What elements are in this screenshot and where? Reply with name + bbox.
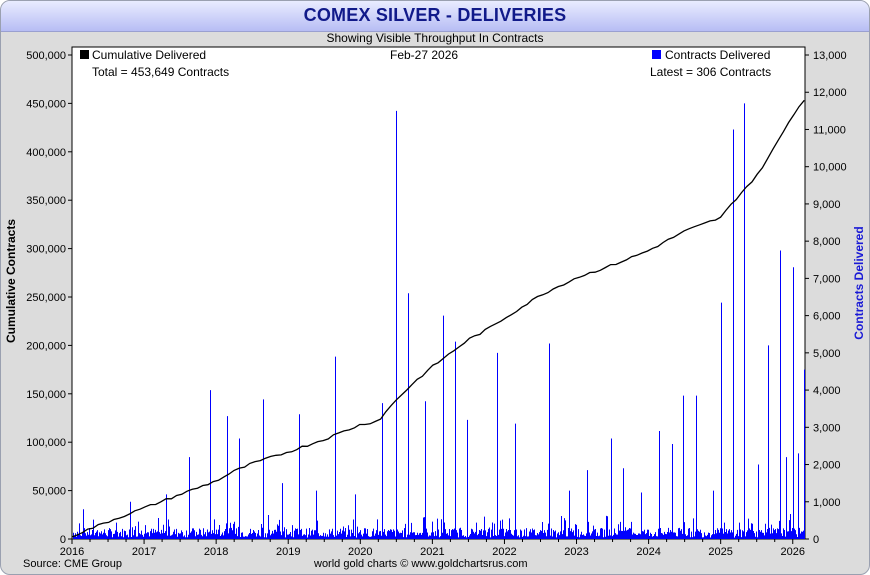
legend-label-cumulative: Cumulative Delivered bbox=[92, 48, 206, 62]
legend-swatch-cumulative bbox=[80, 50, 89, 59]
right-tick-label: 8,000 bbox=[813, 236, 841, 248]
left-tick-label: 300,000 bbox=[26, 244, 66, 256]
x-tick-label: 2023 bbox=[564, 546, 588, 558]
left-tick-label: 450,000 bbox=[26, 98, 66, 110]
delivery-bars bbox=[73, 103, 805, 539]
left-tick-label: 400,000 bbox=[26, 147, 66, 159]
left-axis-label: Cumulative Contracts bbox=[4, 219, 18, 343]
chart-subtitle: Showing Visible Throughput In Contracts bbox=[326, 31, 544, 45]
x-tick-label: 2026 bbox=[781, 546, 805, 558]
right-tick-label: 7,000 bbox=[813, 273, 841, 285]
plot-area bbox=[71, 46, 806, 540]
x-tick-label: 2024 bbox=[636, 546, 660, 558]
x-tick-label: 2017 bbox=[132, 546, 156, 558]
left-tick-label: 200,000 bbox=[26, 340, 66, 352]
cumulative-line bbox=[71, 99, 805, 538]
chart-date: Feb-27 2026 bbox=[390, 48, 458, 62]
x-tick-label: 2020 bbox=[348, 546, 372, 558]
x-tick-label: 2018 bbox=[204, 546, 228, 558]
chart-title: COMEX SILVER - DELIVERIES bbox=[303, 5, 567, 25]
right-tick-label: 2,000 bbox=[813, 460, 841, 472]
legend-latest: Latest = 306 Contracts bbox=[650, 65, 771, 79]
title-bar: COMEX SILVER - DELIVERIES bbox=[1, 1, 869, 32]
right-tick-label: 5,000 bbox=[813, 348, 841, 360]
x-tick-label: 2016 bbox=[60, 546, 84, 558]
left-tick-label: 500,000 bbox=[26, 50, 66, 62]
right-axis-label: Contracts Delivered bbox=[852, 226, 866, 339]
legend-label-deliveries: Contracts Delivered bbox=[665, 48, 770, 62]
right-tick-label: 1,000 bbox=[813, 497, 841, 509]
right-tick-label: 6,000 bbox=[813, 311, 841, 323]
right-tick-label: 11,000 bbox=[813, 124, 846, 136]
right-axis-ticks: 0 1,000 2,000 3,000 4,000 5,000 6,000 7,000 8,00… bbox=[805, 50, 847, 546]
left-tick-label: 350,000 bbox=[26, 195, 66, 207]
x-tick-label: 2021 bbox=[420, 546, 444, 558]
right-tick-label: 13,000 bbox=[813, 50, 847, 62]
x-tick-label: 2019 bbox=[276, 546, 300, 558]
right-tick-label: 0 bbox=[813, 534, 819, 546]
right-tick-label: 9,000 bbox=[813, 199, 841, 211]
x-axis-ticks: 2016 2017 2018 2019 2020 2021 2022 2023 2024 2025… bbox=[60, 539, 805, 558]
x-tick-label: 2025 bbox=[708, 546, 732, 558]
right-tick-label: 10,000 bbox=[813, 162, 847, 174]
legend-swatch-deliveries bbox=[652, 50, 661, 59]
left-tick-label: 50,000 bbox=[32, 486, 66, 498]
left-tick-label: 150,000 bbox=[26, 389, 66, 401]
right-tick-label: 12,000 bbox=[813, 87, 847, 99]
right-tick-label: 3,000 bbox=[813, 422, 841, 434]
x-tick-label: 2022 bbox=[492, 546, 516, 558]
left-tick-label: 250,000 bbox=[26, 292, 66, 304]
source-note: Source: CME Group bbox=[23, 558, 123, 570]
credit-note: world gold charts © www.goldchartsrus.co… bbox=[314, 558, 528, 570]
right-tick-label: 4,000 bbox=[813, 385, 841, 397]
left-tick-label: 0 bbox=[60, 534, 66, 546]
left-tick-label: 100,000 bbox=[26, 437, 66, 449]
legend-total: Total = 453,649 Contracts bbox=[92, 65, 229, 79]
left-axis-ticks: 0 50,000 100,000 150,000 200,000 250,000 300,0… bbox=[26, 50, 72, 546]
